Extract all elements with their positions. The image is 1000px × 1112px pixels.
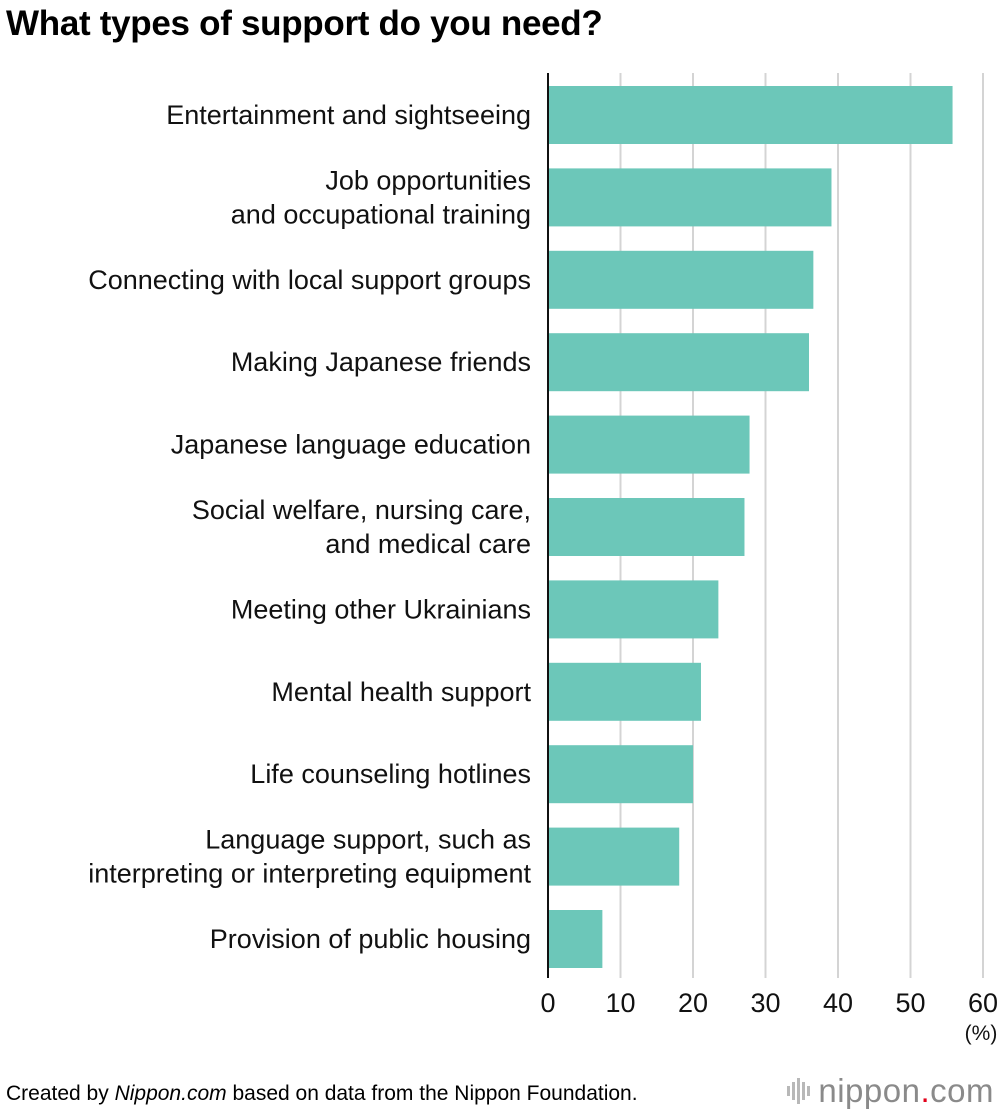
chart-title: What types of support do you need? [6, 4, 603, 43]
tick-label: 30 [750, 988, 780, 1018]
category-label: Provision of public housing [210, 924, 531, 954]
x-tick-labels: 0 10 20 30 40 50 60 [540, 988, 998, 1018]
category-label: Job opportunities and occupational traini… [231, 165, 531, 229]
category-label: Connecting with local support groups [88, 265, 531, 295]
bar [548, 827, 680, 886]
bar [548, 498, 745, 556]
bar [548, 168, 832, 227]
tick-label: 40 [823, 988, 853, 1018]
footer-prefix: Created by [6, 1082, 115, 1105]
bar-chart: Entertainment and sightseeing Job opportu… [88, 73, 998, 1045]
category-label: Social welfare, nursing care, and medical… [192, 495, 531, 559]
tick-label: 20 [678, 988, 708, 1018]
tick-label: 10 [605, 988, 635, 1018]
category-label: Japanese language education [171, 430, 531, 460]
bar [548, 86, 953, 144]
category-label: Entertainment and sightseeing [166, 100, 531, 130]
bar [548, 662, 701, 721]
nippon-logo: nippon.com [787, 1072, 994, 1110]
logo-dot: . [920, 1072, 931, 1109]
bar [548, 250, 814, 309]
bar [548, 415, 750, 474]
bar [548, 580, 719, 639]
category-label: Making Japanese friends [231, 347, 531, 377]
category-label: Mental health support [271, 677, 531, 707]
logo-tld: com [930, 1072, 994, 1109]
bar [548, 333, 809, 392]
bars [548, 86, 953, 968]
unit-label: (%) [965, 1022, 998, 1045]
logo-bars-icon [787, 1078, 811, 1104]
footer-suffix: based on data from the Nippon Foundation… [226, 1082, 638, 1105]
tick-label: 50 [895, 988, 925, 1018]
footer-source-name: Nippon.com [114, 1082, 227, 1105]
category-label: Life counseling hotlines [250, 759, 531, 789]
tick-label: 0 [540, 988, 555, 1018]
category-label: Meeting other Ukrainians [231, 594, 531, 624]
bar [548, 910, 603, 968]
logo-name: nippon [818, 1072, 921, 1109]
tick-label: 60 [968, 988, 998, 1018]
category-label: Language support, such as interpreting or… [88, 825, 531, 889]
source-footer: Created by Nippon.com based on data from… [6, 1082, 638, 1106]
bar [548, 745, 693, 804]
category-labels: Entertainment and sightseeing Job opportu… [88, 100, 531, 954]
